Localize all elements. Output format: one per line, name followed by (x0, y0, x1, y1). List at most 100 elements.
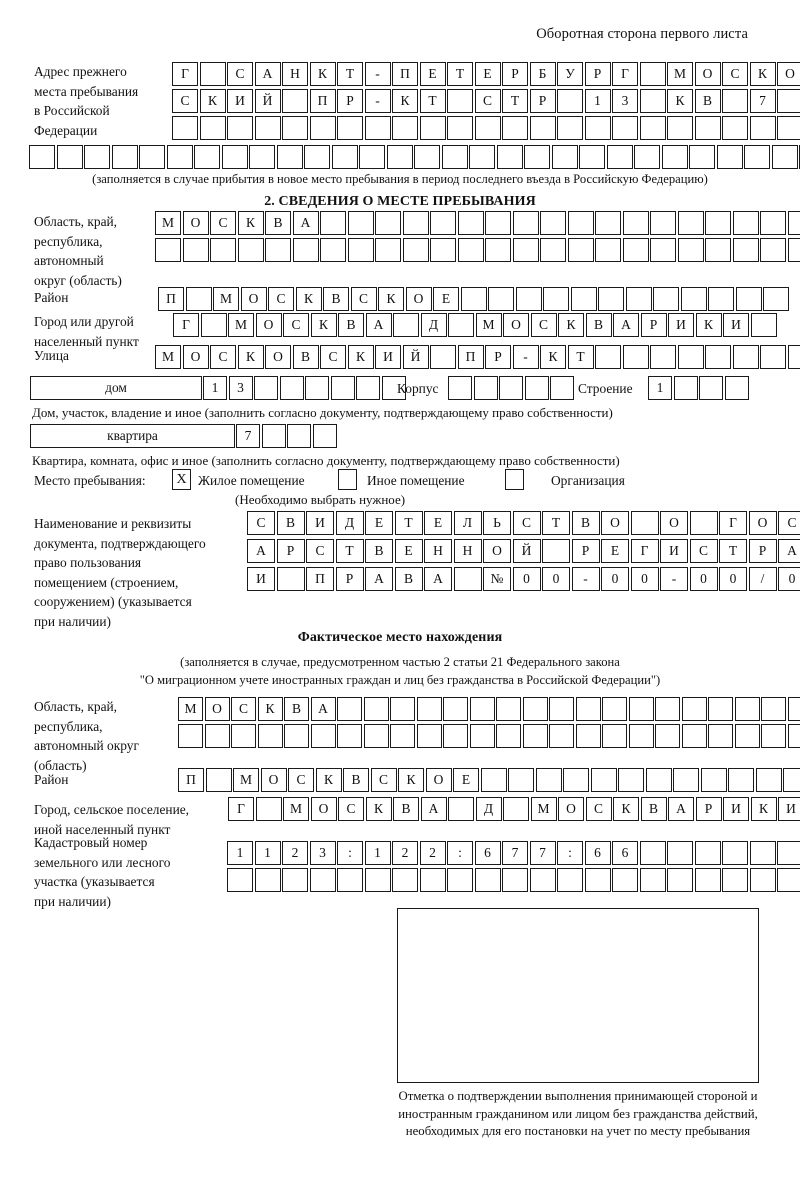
comb-cell[interactable]: С (247, 511, 275, 535)
comb-cell[interactable] (414, 145, 440, 169)
comb-cell[interactable] (622, 345, 649, 369)
comb-cell[interactable] (595, 211, 621, 235)
comb-cell[interactable] (227, 116, 253, 140)
comb-cell[interactable]: Т (419, 89, 446, 113)
comb-cell[interactable] (787, 211, 800, 235)
comb-cell[interactable]: О (694, 62, 721, 86)
comb-cell[interactable]: О (240, 287, 267, 311)
comb-cell[interactable] (540, 238, 566, 262)
comb-cell[interactable] (364, 868, 391, 892)
comb-cell[interactable]: Р (748, 539, 777, 563)
comb-cell[interactable]: М (228, 313, 254, 337)
comb-cell[interactable]: М (213, 287, 239, 311)
comb-cell[interactable]: А (254, 62, 281, 86)
comb-cell[interactable]: К (237, 211, 264, 235)
comb-cell[interactable] (330, 376, 355, 400)
comb-cell[interactable]: В (276, 511, 305, 535)
comb-cell[interactable]: М (667, 62, 693, 86)
comb-cell[interactable] (364, 116, 391, 140)
comb-cell[interactable]: 1 (227, 841, 253, 865)
comb-cell[interactable]: Е (419, 62, 446, 86)
comb-cell[interactable] (777, 868, 800, 892)
comb-cell[interactable] (443, 724, 468, 748)
comb-cell[interactable]: Р (695, 797, 722, 821)
comb-cell[interactable] (447, 89, 473, 113)
comb-cell[interactable]: Е (394, 539, 423, 563)
comb-cell[interactable] (673, 768, 699, 792)
comb-cell[interactable]: С (283, 313, 309, 337)
comb-cell[interactable]: К (309, 62, 336, 86)
comb-cell[interactable] (502, 116, 528, 140)
comb-cell[interactable]: 0 (512, 567, 541, 591)
comb-cell[interactable]: № (483, 567, 511, 591)
comb-cell[interactable] (551, 145, 578, 169)
comb-cell[interactable]: А (247, 539, 275, 563)
comb-cell[interactable]: О (425, 768, 452, 792)
comb-cell[interactable]: / (748, 567, 777, 591)
comb-cell[interactable]: С (512, 511, 541, 535)
comb-cell[interactable] (282, 89, 308, 113)
comb-cell[interactable] (460, 287, 487, 311)
comb-cell[interactable]: П (306, 567, 334, 591)
comb-cell[interactable] (453, 567, 482, 591)
comb-cell[interactable]: В (393, 797, 419, 821)
comb-cell[interactable] (284, 724, 309, 748)
comb-cell[interactable] (667, 868, 693, 892)
comb-cell[interactable] (512, 211, 539, 235)
comb-cell[interactable] (722, 841, 748, 865)
comb-cell[interactable]: С (172, 89, 198, 113)
comb-cell[interactable] (645, 768, 672, 792)
comb-cell[interactable] (469, 697, 495, 721)
comb-cell[interactable] (557, 868, 583, 892)
comb-cell[interactable]: - (512, 345, 539, 369)
comb-cell[interactable] (763, 287, 789, 311)
comb-cell[interactable] (265, 238, 291, 262)
comb-cell[interactable] (694, 868, 721, 892)
comb-cell[interactable] (305, 376, 329, 400)
comb-cell[interactable] (655, 697, 680, 721)
comb-cell[interactable]: М (283, 797, 309, 821)
comb-cell[interactable] (312, 424, 337, 448)
comb-cell[interactable]: С (474, 89, 501, 113)
comb-cell[interactable] (29, 145, 55, 169)
comb-cell[interactable] (292, 238, 319, 262)
comb-cell[interactable] (496, 724, 521, 748)
comb-cell[interactable] (261, 424, 286, 448)
comb-cell[interactable] (618, 768, 644, 792)
comb-cell[interactable] (550, 376, 574, 400)
comb-cell[interactable] (356, 376, 380, 400)
comb-cell[interactable] (529, 868, 556, 892)
comb-cell[interactable]: Т (394, 511, 423, 535)
comb-cell[interactable] (363, 697, 389, 721)
comb-cell[interactable]: О (601, 511, 629, 535)
comb-cell[interactable]: С (370, 768, 397, 792)
comb-cell[interactable] (575, 724, 601, 748)
comb-cell[interactable] (639, 62, 666, 86)
comb-cell[interactable]: Г (630, 539, 659, 563)
comb-cell[interactable] (543, 287, 569, 311)
comb-cell[interactable] (457, 238, 484, 262)
comb-cell[interactable]: Е (601, 539, 629, 563)
comb-cell[interactable] (375, 211, 401, 235)
comb-cell[interactable] (732, 345, 759, 369)
comb-cell[interactable] (503, 797, 529, 821)
comb-cell[interactable] (416, 697, 442, 721)
comb-cell[interactable] (524, 145, 550, 169)
comb-cell[interactable] (474, 868, 501, 892)
comb-cell[interactable] (734, 724, 760, 748)
comb-cell[interactable]: Д (335, 511, 364, 535)
comb-cell[interactable]: К (750, 797, 777, 821)
comb-cell[interactable]: Т (335, 539, 364, 563)
comb-cell[interactable]: В (343, 768, 369, 792)
comb-cell[interactable]: С (338, 797, 364, 821)
comb-cell[interactable] (749, 841, 776, 865)
comb-cell[interactable] (447, 116, 473, 140)
comb-cell[interactable] (689, 145, 715, 169)
stay-option-organization-checkbox[interactable] (505, 469, 524, 490)
comb-cell[interactable]: К (257, 697, 283, 721)
actual-region-row-2[interactable] (178, 724, 800, 748)
comb-cell[interactable] (535, 768, 562, 792)
comb-cell[interactable]: К (315, 768, 342, 792)
comb-cell[interactable] (172, 116, 198, 140)
